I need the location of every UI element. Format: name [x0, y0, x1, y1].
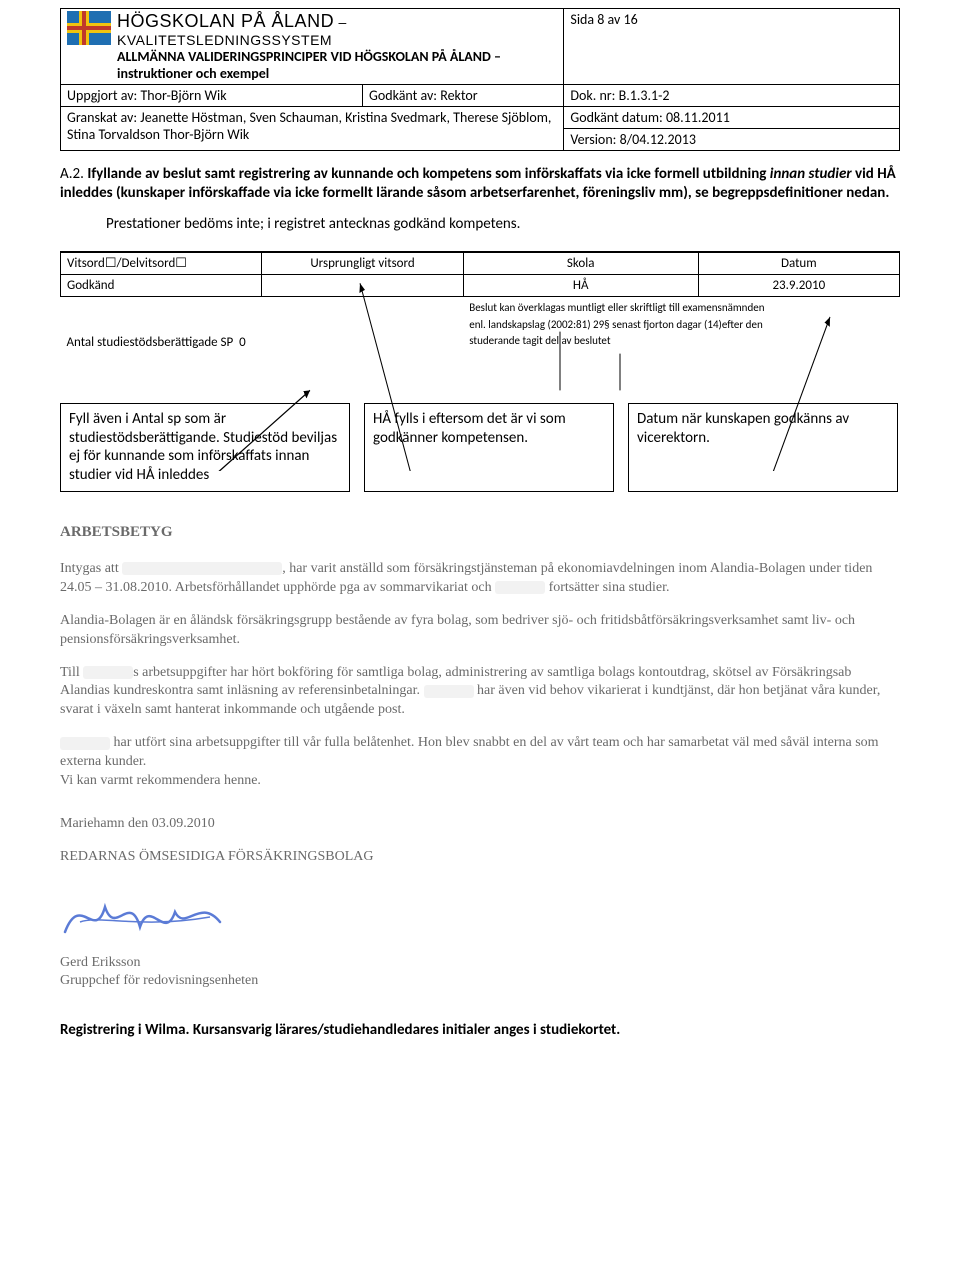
section-heading-italic: innan studier — [770, 165, 852, 183]
godkant-datum-label: Godkänt datum: — [570, 109, 666, 126]
redacted-name-1 — [122, 562, 282, 575]
callout-ha: HÅ fylls i eftersom det är vi som godkän… — [364, 403, 614, 492]
ab-p1a: Intygas att — [60, 561, 122, 576]
wilma-r1c4: 23.9.2010 — [698, 275, 899, 297]
ab-p2: Alandia-Bolagen är en åländsk försäkring… — [60, 612, 900, 650]
doknr-value: B.1.3.1-2 — [619, 87, 670, 104]
document-header-table: HÖGSKOLAN PÅ ÅLAND – KVALITETSLEDNINGSSY… — [60, 8, 900, 151]
sig-name: Gerd Eriksson — [60, 954, 900, 973]
arbetsbetyg-heading: ARBETSBETYG — [60, 522, 900, 542]
ab-placedate: Mariehamn den 03.09.2010 — [60, 815, 900, 834]
uppgjort-label: Uppgjort av: — [67, 87, 140, 104]
redacted-name-2 — [495, 581, 545, 594]
section-para2: Prestationer bedöms inte; i registret an… — [106, 215, 900, 234]
wilma-sp-value: 0 — [239, 335, 246, 350]
wilma-r1c1: Godkänd — [61, 275, 262, 297]
godkant-av-value: Rektor — [440, 87, 477, 104]
header-title-main: HÖGSKOLAN PÅ ÅLAND — [117, 11, 334, 31]
wilma-snippet: Vitsord☐/Delvitsord☐ Ursprungligt vitsor… — [60, 251, 900, 353]
uppgjort-value: Thor-Björn Wik — [140, 87, 226, 104]
sig-title: Gruppchef för redovisningsenheten — [60, 972, 900, 991]
aland-flag-logo — [67, 11, 111, 45]
redacted-name-4 — [424, 685, 474, 698]
wilma-col4: Datum — [698, 252, 899, 275]
footer-registrering: Registrering i Wilma. Kursansvarig lärar… — [60, 1021, 900, 1039]
signature-icon — [60, 887, 240, 947]
redacted-name-3 — [83, 666, 133, 679]
arbetsbetyg-section: ARBETSBETYG Intygas att , har varit anst… — [60, 522, 900, 992]
wilma-col2: Ursprungligt vitsord — [262, 252, 463, 275]
version-label: Version: — [570, 131, 619, 148]
doknr-label: Dok. nr: — [570, 87, 618, 104]
wilma-col1: Vitsord☐/Delvitsord☐ — [61, 252, 262, 275]
granskat-value: Jeanette Höstman, Sven Schauman, Kristin… — [67, 109, 551, 143]
header-subtitle: ALLMÄNNA VALIDERINGSPRINCIPER VID HÖGSKO… — [117, 48, 557, 82]
ab-p4a: har utfört sina arbetsuppgifter till vår… — [60, 735, 879, 769]
header-title-sep: – — [334, 14, 347, 30]
callout-row: Fyll även i Antal sp som är studiestödsb… — [60, 403, 900, 492]
wilma-r1c3: HÅ — [463, 275, 698, 297]
section-heading: Ifyllande av beslut samt registrering av… — [84, 165, 770, 183]
wilma-r1c2 — [262, 275, 463, 297]
ab-p4b: Vi kan varmt rekommendera henne. — [60, 773, 261, 788]
ab-p1c: fortsätter sina studier. — [545, 580, 669, 595]
wilma-note-l2: enl. landskapslag (2002:81) 29§ senast f… — [469, 317, 893, 334]
wilma-note-l3: studerande tagit del av beslutet — [469, 333, 893, 350]
header-page-info: Sida 8 av 16 — [564, 9, 900, 85]
header-title-sub: KVALITETSLEDNINGSSYSTEM — [117, 32, 332, 48]
godkant-datum-value: 08.11.2011 — [666, 109, 730, 126]
wilma-col3: Skola — [463, 252, 698, 275]
wilma-note-l1: Beslut kan överklagas muntligt eller skr… — [469, 300, 893, 317]
redacted-name-5 — [60, 737, 110, 750]
wilma-sp-label: Antal studiestödsberättigade SP — [67, 335, 234, 350]
granskat-label: Granskat av: — [67, 109, 140, 126]
section-a2: A.2. Ifyllande av beslut samt registreri… — [60, 165, 900, 233]
section-num: A.2. — [60, 165, 84, 183]
callout-sp: Fyll även i Antal sp som är studiestödsb… — [60, 403, 350, 492]
ab-p3a: Till — [60, 665, 83, 680]
callout-datum: Datum när kunskapen godkänns av vicerekt… — [628, 403, 898, 492]
godkant-av-label: Godkänt av: — [369, 87, 440, 104]
version-value: 8/04.12.2013 — [620, 131, 696, 148]
ab-company: REDARNAS ÖMSESIDIGA FÖRSÄKRINGSBOLAG — [60, 848, 900, 867]
